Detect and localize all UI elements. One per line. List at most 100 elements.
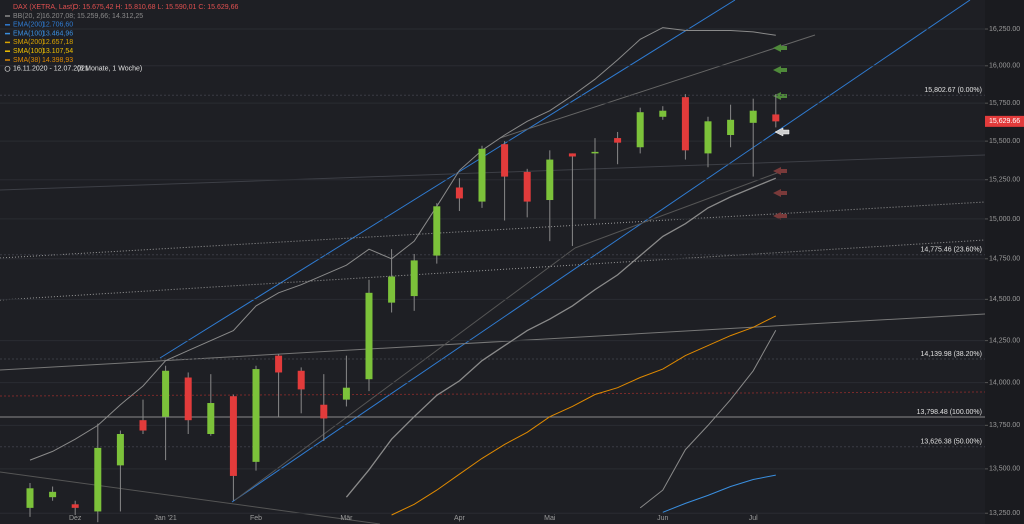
fib-label: 13,798.48 (100.00%)	[917, 409, 982, 416]
candle-body	[320, 404, 328, 419]
y-tick-label: 16,000.00	[989, 63, 1020, 70]
fib-label: 14,139.98 (38.20%)	[921, 351, 983, 358]
candle-body	[229, 396, 237, 476]
y-tick-label: 13,250.00	[989, 510, 1020, 517]
legend-name: EMA(200)	[13, 22, 45, 29]
candle-body	[591, 151, 599, 154]
last-price-label: 15,629.66	[989, 118, 1020, 125]
legend-name: BB(20, 2)	[13, 13, 43, 20]
x-tick-label: Jun	[657, 515, 668, 522]
legend-value: 12.657,18	[42, 39, 73, 46]
candle-body	[568, 153, 576, 157]
arrow-icon	[773, 189, 787, 197]
y-tick-label: 13,750.00	[989, 422, 1020, 429]
candle-body	[116, 433, 124, 466]
x-tick-label: Mär	[340, 515, 353, 522]
y-tick-label: 16,250.00	[989, 26, 1020, 33]
trend-line	[574, 169, 786, 249]
last-price-box	[985, 115, 1024, 127]
arrow-icon	[773, 167, 787, 175]
y-tick-label: 15,250.00	[989, 177, 1020, 184]
candle-body	[478, 148, 486, 202]
candle-body	[297, 370, 305, 390]
trend-line	[0, 239, 986, 301]
x-tick-label: Jul	[749, 515, 758, 522]
trend-line	[0, 471, 381, 524]
x-tick-label: Jan '21	[154, 515, 176, 522]
legend-name: EMA(100)	[13, 30, 45, 37]
indicator-line	[391, 315, 777, 516]
legend-name: SMA(200)	[13, 39, 45, 46]
candle-body	[636, 112, 644, 148]
header-range: 16.11.2020 - 12.07.2021	[13, 66, 89, 73]
y-tick-label: 15,750.00	[989, 100, 1020, 107]
x-tick-label: Dez	[69, 515, 82, 522]
indicator-line	[29, 27, 776, 461]
candle-body	[455, 187, 463, 199]
candle-body	[681, 97, 689, 151]
legend-name: SMA(100)	[13, 48, 45, 55]
indicator-line	[662, 474, 776, 513]
candle-body	[433, 206, 441, 256]
candle-body	[388, 276, 396, 303]
arrow-icon	[774, 127, 790, 137]
indicator-line	[345, 177, 777, 498]
candle-body	[614, 138, 622, 143]
header-title: DAX (XETRA, Last)	[13, 4, 74, 11]
y-tick-label: 14,000.00	[989, 379, 1020, 386]
candle-body	[342, 387, 350, 400]
candle-body	[659, 110, 667, 117]
x-tick-label: Feb	[250, 515, 262, 522]
fib-label: 14,775.46 (23.60%)	[921, 247, 983, 254]
fib-label: 13,626.38 (50.00%)	[921, 439, 983, 446]
trend-line	[499, 34, 816, 139]
candle-body	[162, 370, 170, 417]
header-span: (8 Monate, 1 Woche)	[77, 66, 142, 73]
candle-body	[49, 491, 57, 498]
candle-body	[94, 447, 102, 512]
arrow-icon	[773, 212, 787, 220]
candle-body	[501, 144, 509, 177]
candle-body	[275, 355, 283, 373]
candle-body	[252, 369, 260, 462]
trend-line	[234, 247, 576, 501]
arrow-icon	[773, 66, 787, 74]
candle-body	[184, 377, 192, 421]
candle-body	[365, 292, 373, 380]
candle-body	[704, 121, 712, 154]
candle-body	[546, 159, 554, 201]
axis-background	[985, 0, 1024, 524]
legend-name: SMA(38)	[13, 57, 41, 64]
plot-background	[0, 0, 985, 524]
y-tick-label: 15,000.00	[989, 216, 1020, 223]
trend-line	[0, 313, 986, 371]
candle-body	[749, 110, 757, 123]
trend-line	[159, 0, 736, 359]
x-tick-label: Apr	[454, 515, 466, 522]
y-tick-label: 14,250.00	[989, 337, 1020, 344]
legend-value: 13.107,54	[42, 48, 73, 55]
trend-line	[231, 0, 971, 503]
candle-body	[71, 504, 79, 508]
legend-value: 13.464,96	[42, 30, 73, 37]
candle-body	[207, 403, 215, 434]
indicator-line	[639, 330, 777, 509]
legend-value: 12.706,60	[42, 22, 73, 29]
x-tick-label: Mai	[544, 515, 556, 522]
candle-body	[727, 119, 735, 136]
legend-value: 16.207,08; 15.259,66; 14.312,25	[42, 13, 143, 20]
trend-line	[0, 154, 986, 191]
y-tick-label: 14,750.00	[989, 256, 1020, 263]
candle-body	[772, 114, 780, 122]
clock-icon	[4, 65, 11, 72]
arrow-icon	[773, 92, 787, 100]
y-tick-label: 15,500.00	[989, 138, 1020, 145]
arrow-icon	[773, 44, 787, 52]
candle-body	[410, 260, 418, 297]
y-tick-label: 14,500.00	[989, 296, 1020, 303]
header-ohlc: O: 15.675,42 H: 15.810,68 L: 15.590,01 C…	[73, 4, 239, 11]
legend-value: 14.398,93	[42, 57, 73, 64]
candle-body	[139, 420, 147, 431]
